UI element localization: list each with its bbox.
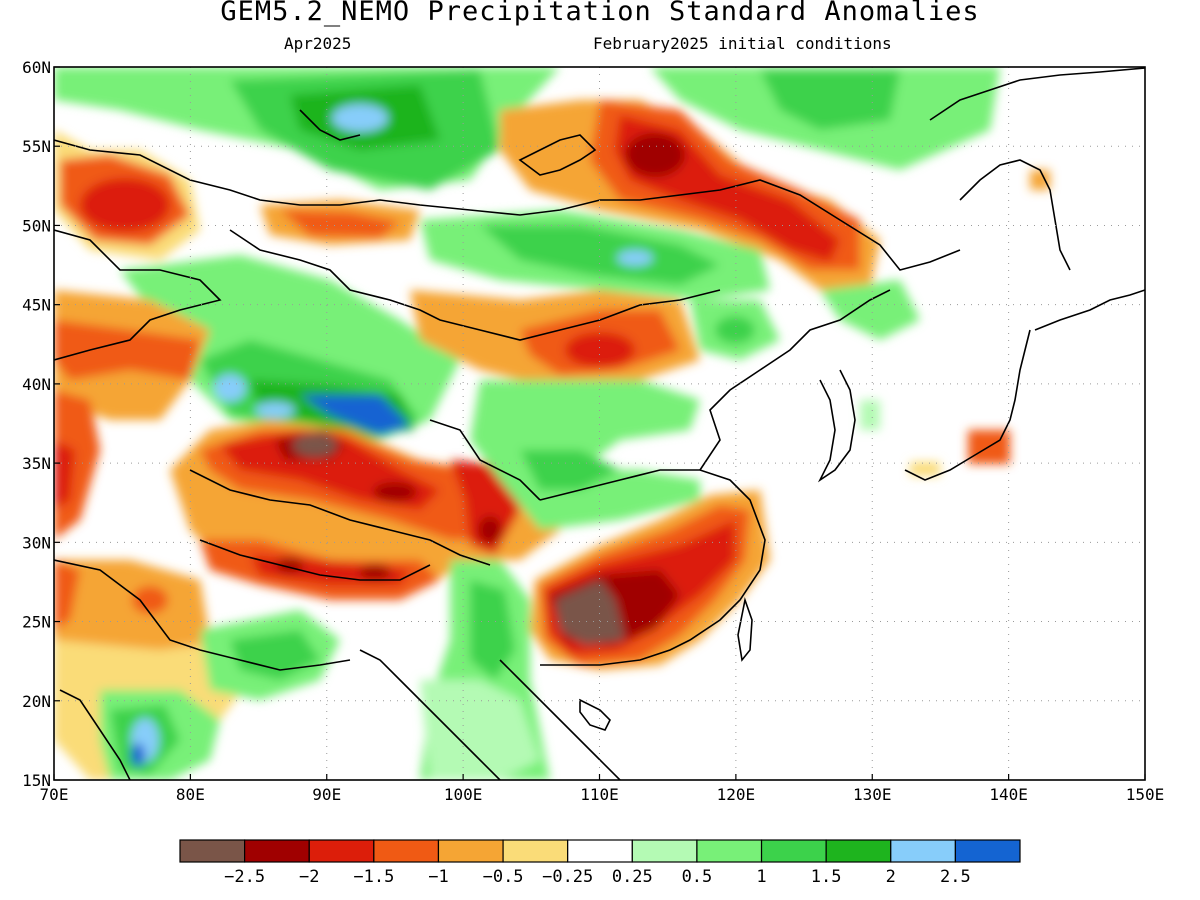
colorbar-label: −2: [299, 867, 319, 887]
colorbar-labels: −2.5 −2 −1.5 −1 −0.5 −0.25 0.25 0.5 1 1.5 2 2.5: [224, 867, 971, 887]
initial-conditions: February2025 initial conditions: [593, 34, 892, 53]
colorbar-label: 2: [886, 867, 896, 887]
colorbar-swatch: [502, 839, 569, 863]
colorbar-swatch: [760, 839, 827, 863]
colorbar-label: 0.25: [612, 867, 653, 887]
lat-tick-label: 30N: [22, 533, 51, 552]
colorbar-label: 1: [756, 867, 766, 887]
colorbar-label: −2.5: [224, 867, 265, 887]
colorbar: [179, 839, 1021, 863]
lon-tick-label: 80E: [176, 785, 205, 804]
colorbar-swatch: [890, 839, 956, 863]
lon-tick-label: 130E: [853, 785, 892, 804]
colorbar-swatch: [567, 839, 633, 863]
colorbar-swatch: [179, 839, 246, 863]
colorbar-swatch: [696, 839, 763, 863]
coastlines-borders: [54, 67, 1145, 780]
anomaly-field: [54, 67, 1145, 780]
longitude-axis: 70E 80E 90E 100E 110E 120E 130E 140E 150E: [40, 774, 1165, 804]
colorbar-swatch: [308, 839, 375, 863]
colorbar-swatch: [437, 839, 504, 863]
lon-tick-label: 140E: [989, 785, 1028, 804]
lon-tick-label: 110E: [580, 785, 619, 804]
colorbar-label: 2.5: [940, 867, 971, 887]
forecast-month: Apr2025: [284, 34, 352, 53]
map-title: GEM5.2_NEMO Precipitation Standard Anoma…: [220, 0, 980, 27]
latitude-axis: 60N 55N 50N 45N 40N 35N 30N 25N 20N 15N: [22, 58, 60, 790]
lat-tick-label: 45N: [22, 296, 51, 315]
lon-tick-label: 150E: [1126, 785, 1165, 804]
colorbar-swatch: [373, 839, 440, 863]
colorbar-label: −0.25: [542, 867, 593, 887]
colorbar-swatch: [631, 839, 698, 863]
lat-tick-label: 40N: [22, 375, 51, 394]
colorbar-label: −0.5: [483, 867, 524, 887]
colorbar-label: −1: [428, 867, 448, 887]
lat-tick-label: 55N: [22, 137, 51, 156]
lon-tick-label: 70E: [40, 785, 69, 804]
lat-tick-label: 35N: [22, 454, 51, 473]
colorbar-swatch: [954, 839, 1021, 863]
lat-tick-label: 25N: [22, 613, 51, 632]
lat-tick-label: 50N: [22, 216, 51, 235]
colorbar-label: 0.5: [682, 867, 713, 887]
lat-tick-label: 60N: [22, 58, 51, 77]
colorbar-label: 1.5: [811, 867, 842, 887]
colorbar-swatch: [825, 839, 892, 863]
colorbar-label: −1.5: [353, 867, 394, 887]
lat-tick-label: 20N: [22, 692, 51, 711]
lon-tick-label: 90E: [312, 785, 341, 804]
colorbar-swatch: [244, 839, 310, 863]
lon-tick-label: 100E: [444, 785, 483, 804]
lat-tick-label: 15N: [22, 771, 51, 790]
lon-tick-label: 120E: [717, 785, 756, 804]
